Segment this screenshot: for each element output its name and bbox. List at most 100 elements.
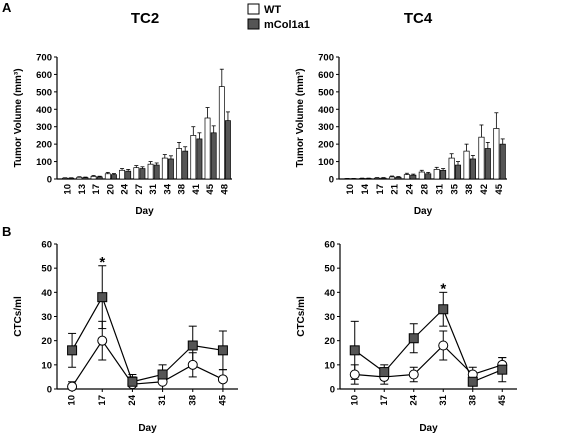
x-tick-label: 45	[217, 394, 228, 405]
y-axis-label: Tumor Volume (mm³)	[13, 68, 24, 167]
x-axis-label: Day	[414, 206, 433, 217]
bar-mcol1a1	[365, 178, 372, 180]
bar-wt	[62, 177, 68, 180]
bar-mcol1a1	[153, 164, 160, 180]
x-tick-label: 38	[177, 184, 188, 195]
x-tick-label: 45	[494, 183, 505, 194]
bar-mcol1a1	[484, 148, 491, 180]
bar-mcol1a1	[469, 158, 476, 180]
bar-mcol1a1	[68, 177, 75, 180]
legend-label-wt: WT	[264, 4, 281, 16]
point-wt	[217, 374, 228, 385]
point-mcol1a1	[67, 345, 78, 356]
x-tick-label: 24	[405, 183, 416, 194]
point-mcol1a1	[408, 333, 419, 344]
series-line-mcol1a1	[71, 295, 224, 383]
y-tick-label: 60	[324, 240, 335, 251]
bar-wt	[104, 173, 111, 180]
x-tick-label: 10	[63, 184, 74, 195]
bar-wt	[388, 176, 396, 180]
x-tick-label: 31	[434, 183, 445, 194]
x-tick-label: 24	[120, 183, 131, 194]
legend: WT mCol1a1	[247, 3, 310, 31]
bar-wt	[359, 178, 366, 180]
x-tick-label: 45	[497, 394, 508, 405]
bar-mcol1a1	[125, 170, 132, 180]
chart-ctc-left: 0 10 20 30 40 50 60 CTCs/ml 10 17 24 31 38 45 * Day	[13, 240, 238, 434]
legend-label-mcol1a1: mCol1a1	[264, 19, 310, 31]
bar-wt	[90, 176, 97, 180]
chart-tc4: TC4 0 100 200 300 400 500 600 700 Tumor Volume (m…	[295, 10, 507, 217]
significance-star: *	[440, 281, 446, 298]
bar-wt	[161, 157, 168, 180]
chart-tc2: TC2 0 100 200 300 400 500 600 700 Tumor Volume (m…	[13, 10, 232, 217]
bar-mcol1a1	[82, 177, 89, 180]
y-tick-label: 600	[36, 70, 52, 81]
bar-wt	[147, 163, 154, 180]
significance-star: *	[99, 254, 105, 271]
x-tick-label: 17	[375, 184, 386, 195]
x-tick-label: 31	[157, 394, 168, 405]
bar-mcol1a1	[210, 132, 217, 180]
bar-mcol1a1	[225, 120, 231, 180]
x-tick-label: 38	[467, 395, 478, 406]
y-tick-label: 700	[36, 53, 52, 64]
x-tick-label: 10	[345, 184, 356, 195]
x-tick-label: 20	[105, 184, 116, 195]
bar-wt	[433, 169, 440, 180]
bar-wt	[218, 86, 225, 180]
y-tick-label: 300	[318, 122, 334, 133]
x-tick-label: 34	[162, 183, 173, 194]
y-tick-label: 10	[324, 360, 335, 371]
series-line-wt	[71, 339, 224, 387]
bar-wt	[403, 174, 410, 180]
panel-label-a: A	[2, 0, 12, 15]
y-tick-label: 20	[324, 336, 335, 347]
bar-wt	[493, 128, 500, 180]
series-line-mcol1a1	[354, 308, 503, 383]
x-tick-label: 14	[360, 183, 371, 194]
point-mcol1a1	[438, 304, 449, 315]
x-tick-label: 28	[420, 184, 431, 195]
point-wt	[408, 369, 419, 380]
y-tick-label: 200	[36, 140, 52, 151]
legend-swatch-wt	[247, 3, 260, 15]
x-tick-label: 10	[67, 395, 78, 406]
bar-wt	[190, 135, 197, 180]
y-tick-label: 10	[41, 360, 52, 371]
point-mcol1a1	[379, 367, 390, 378]
chart-ctc-right: 0 10 20 30 40 50 60 CTCs/ml 10 17 24 31 38 45 * Day	[296, 240, 517, 434]
y-tick-label: 40	[324, 288, 335, 299]
bar-mcol1a1	[111, 174, 117, 180]
x-tick-label: 38	[187, 395, 198, 406]
x-tick-label: 17	[379, 395, 390, 406]
x-tick-label: 21	[390, 183, 401, 194]
y-tick-label: 300	[36, 122, 52, 133]
point-mcol1a1	[127, 376, 138, 387]
y-tick-label: 600	[318, 70, 334, 81]
point-mcol1a1	[467, 376, 478, 387]
series-line-wt	[354, 344, 503, 378]
y-tick-label: 400	[36, 105, 52, 116]
x-tick-label: 24	[127, 394, 138, 405]
bar-mcol1a1	[395, 176, 402, 180]
y-axis-label: CTCs/ml	[13, 296, 24, 337]
y-tick-label: 30	[41, 312, 52, 323]
legend-swatch-mcol1a1	[247, 18, 260, 30]
y-tick-label: 0	[329, 175, 334, 186]
y-tick-label: 700	[318, 53, 334, 64]
point-mcol1a1	[217, 345, 228, 356]
x-axis-label: Day	[135, 206, 154, 217]
y-tick-label: 0	[330, 385, 335, 396]
y-tick-label: 500	[36, 87, 52, 98]
y-tick-label: 0	[47, 385, 52, 396]
bar-mcol1a1	[499, 143, 506, 180]
chart-title: TC2	[131, 10, 159, 27]
point-wt	[438, 340, 449, 351]
y-tick-label: 60	[41, 240, 52, 251]
x-tick-label: 17	[97, 395, 108, 406]
point-mcol1a1	[349, 345, 360, 356]
x-tick-label: 24	[408, 394, 419, 405]
bar-wt	[133, 167, 140, 180]
